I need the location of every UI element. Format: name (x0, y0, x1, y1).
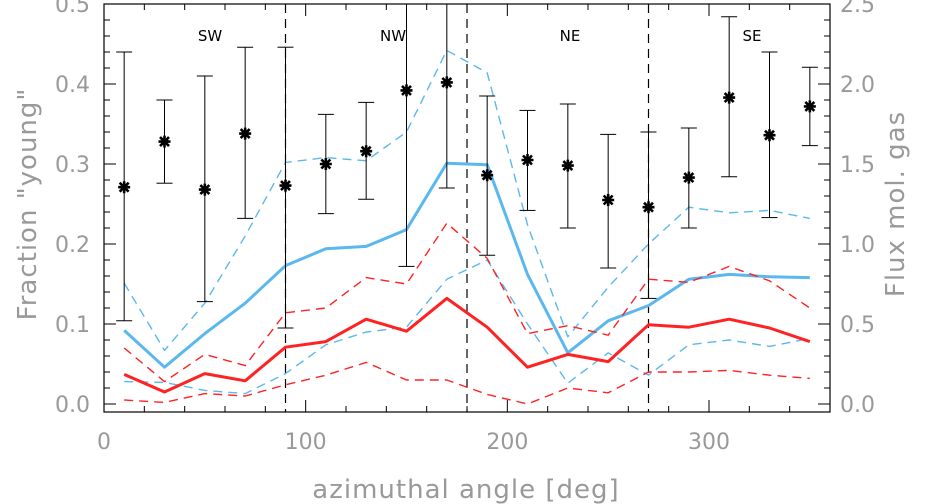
y-left-tick-label: 0.0 (55, 393, 90, 418)
data-point-group (600, 133, 617, 269)
region-label-sw: SW (198, 27, 223, 45)
data-point-group (398, 3, 415, 267)
y-right-tick-label: 0.5 (840, 313, 875, 338)
data-point-marker (239, 127, 252, 140)
x-tick-label: 200 (486, 430, 528, 455)
data-point-group (358, 101, 375, 200)
data-point-marker (481, 169, 494, 182)
data-point-marker (319, 158, 332, 170)
y-right-tick-label: 0.0 (840, 393, 875, 418)
y-left-tick-label: 0.3 (55, 153, 90, 178)
data-point-group (519, 109, 536, 211)
y-left-tick-label: 0.2 (55, 233, 90, 258)
y-left-tick-label: 0.4 (55, 73, 90, 98)
series-line-blue-dashed-1 (123, 49, 810, 352)
y-left-tick-label: 0.5 (55, 0, 90, 18)
data-point-marker (440, 76, 453, 89)
data-point-marker (521, 154, 534, 166)
data-point-group (116, 51, 133, 322)
data-point-group (761, 51, 778, 219)
data-point-group (237, 46, 254, 219)
data-point-marker (561, 159, 574, 172)
y-right-tick-label: 1.5 (840, 153, 875, 178)
series-line-red-dashed-4 (123, 222, 811, 383)
series-line-red-dashed-5 (124, 361, 810, 405)
data-point-marker (803, 100, 816, 113)
x-tick-label: 100 (285, 430, 327, 455)
data-point-group (640, 131, 657, 299)
data-point-group (196, 75, 213, 303)
region-label-nw: NW (380, 27, 406, 45)
data-point-group (277, 46, 294, 329)
data-point-marker (763, 129, 776, 142)
data-point-group (680, 127, 697, 229)
data-point-group (438, 3, 455, 189)
data-point-group (721, 16, 738, 178)
y-right-tick-label: 2.5 (840, 0, 875, 18)
region-label-se: SE (743, 27, 762, 45)
data-point-group (156, 99, 173, 184)
y-left-tick-label: 0.1 (55, 313, 90, 338)
series-line-blue-solid-0 (123, 161, 810, 369)
data-point-marker (602, 194, 615, 206)
y-axis-title-right: Flux mol. gas (881, 111, 911, 297)
data-point-marker (279, 179, 292, 192)
data-point-marker (723, 91, 736, 104)
data-point-group (801, 66, 818, 147)
data-point-marker (642, 201, 655, 214)
y-axis-title-left: Fraction "young" (13, 88, 43, 321)
data-point-marker (682, 171, 695, 184)
x-tick-label: 300 (688, 430, 730, 455)
region-label-ne: NE (560, 27, 581, 45)
series-line-blue-dashed-2 (124, 259, 810, 395)
y-right-tick-label: 1.0 (840, 233, 875, 258)
x-axis-title: azimuthal angle [deg] (312, 475, 619, 504)
data-point-group (479, 95, 496, 256)
data-point-marker (118, 181, 131, 194)
data-point-marker (400, 84, 413, 97)
data-point-marker (360, 145, 373, 158)
y-right-tick-label: 2.0 (840, 73, 875, 98)
series-line-red-solid-3 (123, 296, 811, 394)
data-point-group (559, 103, 576, 229)
x-tick-label: 0 (97, 430, 111, 455)
data-point-marker (158, 135, 171, 148)
data-point-marker (198, 183, 211, 196)
data-point-group (317, 113, 334, 215)
